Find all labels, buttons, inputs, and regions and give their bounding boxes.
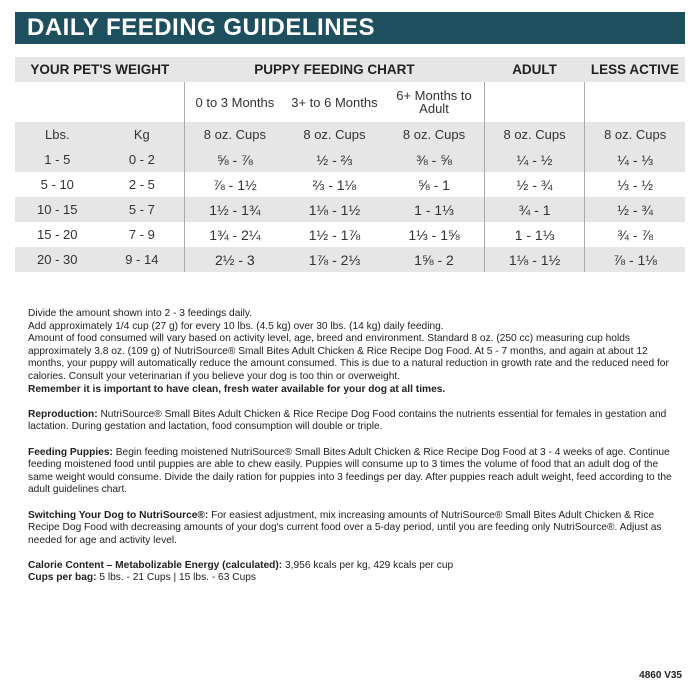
table-cell: 1⅛ - 1½ [483, 247, 585, 272]
table-cell: 5 - 7 [128, 202, 155, 217]
text-cups-per-bag: Cups per bag: 5 lbs. - 21 Cups | 15 lbs.… [28, 572, 678, 585]
table-cell: ¾ - 1 [483, 197, 585, 222]
body: 5 lbs. - 21 Cups | 15 lbs. - 63 Cups [96, 572, 256, 584]
unit-cups: 8 oz. Cups [483, 122, 585, 147]
table-cell: ⅜ - ⅝ [416, 151, 452, 168]
table-cell: 1⅛ - 1½ [308, 201, 361, 218]
text-amount: Amount of food consumed will vary based … [28, 333, 669, 382]
label: Calorie Content – Metabolizable Energy (… [28, 559, 283, 571]
table-subheader-row: 0 to 3 Months 3+ to 6 Months 6+ Months t… [15, 82, 685, 122]
table-header-row: YOUR PET'S WEIGHT PUPPY FEEDING CHART AD… [15, 57, 685, 82]
table-cell: 0 - 2 [128, 152, 155, 167]
label: Cups per bag: [28, 572, 97, 584]
header-weight: YOUR PET'S WEIGHT [30, 62, 170, 77]
body: For easiest adjustment, mix increasing a… [28, 509, 662, 546]
header-age-3-6: 3+ to 6 Months [291, 94, 378, 110]
body: 3,956 kcals per kg, 429 kcals per cup [282, 559, 454, 571]
text-reproduction: Reproduction: NutriSource® Small Bites A… [28, 409, 678, 434]
table-cell: ¼ - ⅓ [584, 147, 685, 172]
text-feeding-puppies: Feeding Puppies: Begin feeding moistened… [28, 447, 678, 497]
header-adult: ADULT [512, 62, 557, 77]
header-age-0-3: 0 to 3 Months [184, 82, 285, 122]
text-calories: Calorie Content – Metabolizable Energy (… [28, 560, 678, 573]
table-cell: 1 - 1⅓ [483, 222, 585, 247]
label: Switching Your Dog to NutriSource®: [28, 509, 209, 521]
table-row: 15 - 20 7 - 9 1¾ - 2¼ 1½ - 1⅞ 1⅓ - 1⅝ 1 - 1⅓ ¾… [15, 222, 685, 247]
table-cell: ⅞ - 1½ [184, 172, 285, 197]
unit-cups: 8 oz. Cups [184, 122, 285, 147]
text-switching: Switching Your Dog to NutriSource®: For … [28, 510, 678, 548]
body: Begin feeding moistened NutriSource® Sma… [28, 446, 672, 496]
body: NutriSource® Small Bites Adult Chicken &… [28, 408, 667, 433]
unit-cups: 8 oz. Cups [402, 127, 466, 142]
text-divide: Divide the amount shown into 2 - 3 feedi… [28, 308, 253, 319]
table-cell: 9 - 14 [125, 252, 159, 267]
table-cell: ⅝ - ⅞ [184, 147, 285, 172]
table-cell: 1½ - 1⅞ [308, 226, 361, 243]
table-cell: ½ - ¾ [483, 172, 585, 197]
unit-cups: 8 oz. Cups [584, 122, 685, 147]
table-cell: 2 - 5 [128, 177, 155, 192]
unit-cups: 8 oz. Cups [303, 127, 366, 142]
table-cell: 1⅞ - 2⅓ [308, 251, 361, 268]
text-add: Add approximately 1/4 cup (27 g) for eve… [28, 320, 444, 332]
page-title: DAILY FEEDING GUIDELINES [15, 12, 685, 44]
label: Reproduction: [28, 408, 98, 420]
table-row: 20 - 30 9 - 14 2½ - 3 1⅞ - 2⅓ 1⅝ - 2 1⅛ - 1½ ⅞… [15, 247, 685, 272]
product-code: 4860 V35 [639, 670, 682, 681]
table-cell: ⅔ - 1⅛ [312, 176, 357, 193]
table-cell: ⅓ - ½ [584, 172, 685, 197]
table-cell: ½ - ⅔ [316, 151, 353, 168]
table-cell: 7 - 9 [128, 227, 155, 242]
table-units-row: Lbs. Kg 8 oz. Cups 8 oz. Cups 8 oz. Cups… [15, 122, 685, 147]
table-cell: 20 - 30 [37, 252, 78, 267]
table-cell: 1⅓ - 1⅝ [408, 226, 460, 243]
table-cell: ¾ - ⅞ [584, 222, 685, 247]
table-cell: 15 - 20 [37, 227, 78, 242]
table-cell: 1⅝ - 2 [414, 251, 454, 268]
text-water: Remember it is important to have clean, … [28, 383, 446, 395]
table-cell: 1½ - 1¾ [184, 197, 285, 222]
unit-kg: Kg [133, 127, 150, 142]
table-cell: ½ - ¾ [584, 197, 685, 222]
guidelines-text: Divide the amount shown into 2 - 3 feedi… [28, 308, 678, 585]
table-cell: 10 - 15 [37, 202, 78, 217]
header-age-6-adult: 6+ Months to Adult [396, 88, 472, 116]
feeding-table: YOUR PET'S WEIGHT PUPPY FEEDING CHART AD… [15, 57, 685, 272]
table-cell: 1 - 1⅓ [414, 201, 454, 218]
table-cell: ⅞ - 1⅛ [584, 247, 685, 272]
table-cell: 1¾ - 2¼ [184, 222, 285, 247]
header-puppy: PUPPY FEEDING CHART [254, 62, 415, 77]
label: Feeding Puppies: [28, 446, 113, 458]
table-cell: ¼ - ½ [483, 147, 585, 172]
unit-lbs: Lbs. [45, 127, 70, 142]
table-cell: 1 - 5 [44, 152, 71, 167]
header-less-active: LESS ACTIVE [590, 62, 679, 77]
table-cell: 5 - 10 [40, 177, 74, 192]
table-cell: ⅝ - 1 [418, 176, 450, 193]
table-cell: 2½ - 3 [184, 247, 285, 272]
